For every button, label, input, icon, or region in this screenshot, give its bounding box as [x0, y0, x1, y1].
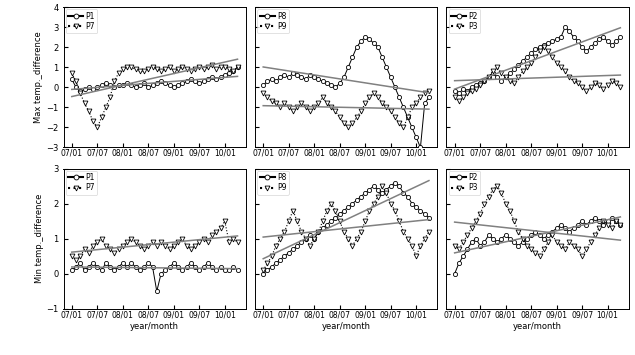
Legend: P2, P3: P2, P3	[449, 171, 480, 195]
X-axis label: year/month: year/month	[321, 322, 371, 331]
Legend: P1, P7: P1, P7	[66, 171, 97, 195]
Legend: P1, P7: P1, P7	[66, 9, 97, 33]
Legend: P8, P9: P8, P9	[257, 9, 289, 33]
Y-axis label: Max temp._difference: Max temp._difference	[34, 31, 43, 123]
Y-axis label: Min temp._difference: Min temp._difference	[35, 194, 44, 283]
Legend: P8, P9: P8, P9	[257, 171, 289, 195]
Legend: P2, P3: P2, P3	[449, 9, 480, 33]
X-axis label: year/month: year/month	[513, 322, 562, 331]
X-axis label: year/month: year/month	[130, 322, 179, 331]
